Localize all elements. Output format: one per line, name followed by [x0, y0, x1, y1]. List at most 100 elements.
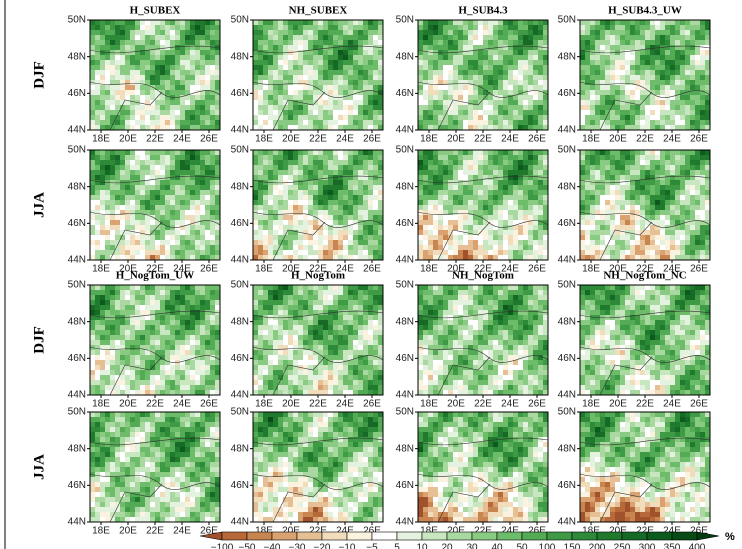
- lat-tick-label: 44N: [558, 255, 576, 266]
- map-cell: [685, 55, 690, 60]
- map-cell: [620, 100, 625, 105]
- map-cell: [160, 205, 165, 210]
- map-cell: [483, 115, 488, 120]
- map-cell: [293, 75, 298, 80]
- map-cell: [590, 155, 595, 160]
- map-cell: [363, 200, 368, 205]
- map-cell: [190, 60, 195, 65]
- map-cell: [90, 310, 95, 315]
- map-cell: [343, 240, 348, 245]
- map-cell: [120, 215, 125, 220]
- map-cell: [283, 210, 288, 215]
- map-cell: [483, 80, 488, 85]
- map-cell: [438, 65, 443, 70]
- map-cell: [115, 225, 120, 230]
- map-cell: [303, 40, 308, 45]
- map-cell: [630, 230, 635, 235]
- map-cell: [150, 240, 155, 245]
- lat-tick-label: 50N: [231, 145, 249, 156]
- map-cell: [418, 165, 423, 170]
- map-cell: [333, 50, 338, 55]
- map-cell: [125, 195, 130, 200]
- map-cell: [353, 65, 358, 70]
- map-cell: [155, 155, 160, 160]
- map-cell: [620, 185, 625, 190]
- map-cell: [493, 220, 498, 225]
- map-cell: [338, 235, 343, 240]
- map-cell: [110, 200, 115, 205]
- map-cell: [283, 60, 288, 65]
- map-cell: [115, 95, 120, 100]
- map-cell: [630, 35, 635, 40]
- map-cell: [625, 110, 630, 115]
- map-cell: [288, 65, 293, 70]
- map-cell: [700, 235, 705, 240]
- map-cell: [615, 240, 620, 245]
- map-cell: [263, 65, 268, 70]
- map-cell: [660, 75, 665, 80]
- map-cell: [150, 155, 155, 160]
- map-cell: [585, 100, 590, 105]
- map-cell: [493, 105, 498, 110]
- map-cell: [180, 170, 185, 175]
- map-cell: [205, 250, 210, 255]
- map-cell: [170, 75, 175, 80]
- map-cell: [318, 55, 323, 60]
- map-cell: [478, 90, 483, 95]
- map-cell: [695, 35, 700, 40]
- map-cell: [605, 55, 610, 60]
- map-cell: [90, 360, 95, 365]
- map-cell: [210, 65, 215, 70]
- map-cell: [433, 215, 438, 220]
- map-cell: [145, 195, 150, 200]
- map-cell: [145, 60, 150, 65]
- map-cell: [680, 65, 685, 70]
- map-cell: [650, 30, 655, 35]
- map-cell: [368, 20, 373, 25]
- map-cell: [303, 175, 308, 180]
- map-cell: [448, 60, 453, 65]
- map-cell: [695, 95, 700, 100]
- lon-tick-label: 26E: [363, 264, 381, 275]
- map-cell: [498, 195, 503, 200]
- map-cell: [640, 35, 645, 40]
- map-cell: [308, 45, 313, 50]
- map-cell: [308, 180, 313, 185]
- map-cell: [130, 170, 135, 175]
- map-cell: [273, 45, 278, 50]
- map-cell: [680, 165, 685, 170]
- map-cell: [700, 95, 705, 100]
- map-cell: [488, 250, 493, 255]
- map-cell: [650, 190, 655, 195]
- map-cell: [655, 50, 660, 55]
- map-cell: [160, 235, 165, 240]
- map-cell: [523, 215, 528, 220]
- map-cell: [690, 185, 695, 190]
- map-cell: [308, 75, 313, 80]
- map-cell: [585, 40, 590, 45]
- map-cell: [640, 250, 645, 255]
- map-cell: [110, 240, 115, 245]
- map-cell: [463, 40, 468, 45]
- map-cell: [170, 150, 175, 155]
- map-cell: [660, 20, 665, 25]
- map-cell: [610, 150, 615, 155]
- map-cell: [318, 65, 323, 70]
- map-cell: [273, 230, 278, 235]
- map-cell: [283, 115, 288, 120]
- map-cell: [695, 240, 700, 245]
- map-cell: [135, 320, 140, 325]
- map-cell: [453, 95, 458, 100]
- map-cell: [605, 200, 610, 205]
- map-cell: [278, 190, 283, 195]
- map-cell: [293, 60, 298, 65]
- map-cell: [155, 60, 160, 65]
- map-cell: [323, 105, 328, 110]
- map-cell: [348, 190, 353, 195]
- map-cell: [155, 190, 160, 195]
- map-cell: [468, 45, 473, 50]
- panel-title: H_SUBEX: [130, 5, 181, 17]
- map-cell: [538, 175, 543, 180]
- map-cell: [418, 65, 423, 70]
- map-cell: [518, 180, 523, 185]
